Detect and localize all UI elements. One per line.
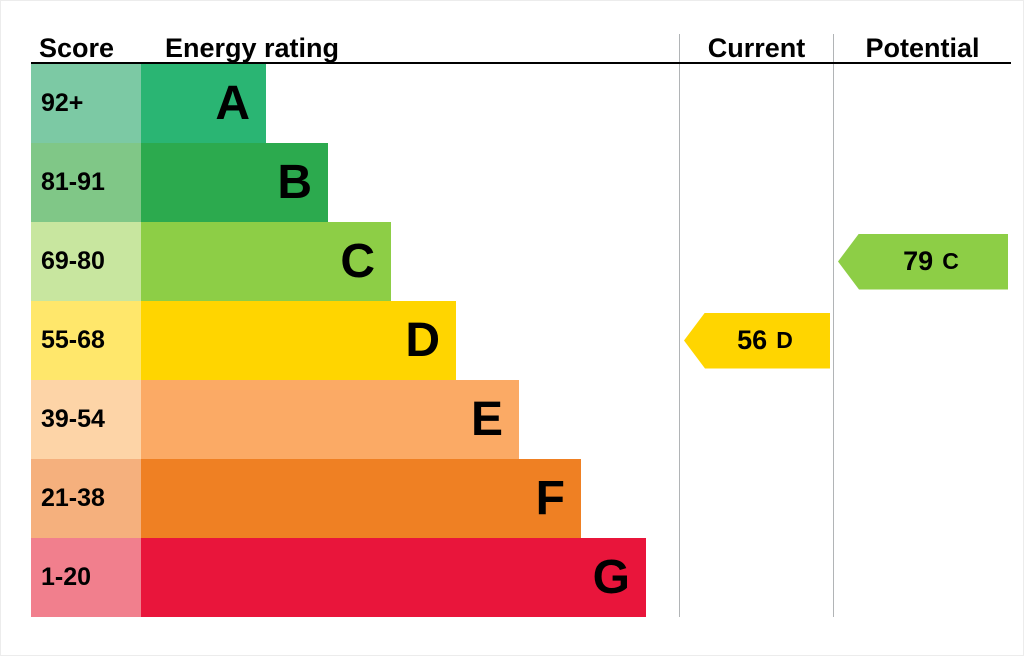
potential-cell: 79 C: [833, 222, 1011, 301]
current-rating-letter: D: [776, 327, 793, 353]
current-cell: [679, 459, 833, 538]
rating-bar-area: A: [141, 64, 679, 143]
current-cell: [679, 64, 833, 143]
band-letter: D: [405, 313, 440, 367]
score-range-label: 1-20: [31, 538, 141, 617]
band-row-c: 69-80 C 79 C: [31, 222, 1011, 301]
potential-rating-arrow: 79 C: [838, 233, 1008, 290]
band-row-e: 39-54 E: [31, 380, 1011, 459]
band-letter: B: [277, 155, 312, 209]
potential-column-header: Potential: [833, 34, 1011, 62]
score-range-label: 21-38: [31, 459, 141, 538]
score-column-header: Score: [39, 33, 115, 63]
rating-bar-area: B: [141, 143, 679, 222]
score-range-label: 39-54: [31, 380, 141, 459]
current-score-value: 56: [737, 325, 768, 355]
rating-bar-area: D: [141, 301, 679, 380]
energy-rating-column-header: Energy rating: [165, 33, 340, 63]
rating-bar-g: G: [141, 538, 646, 617]
rating-bar-d: D: [141, 301, 456, 380]
rating-bar-area: E: [141, 380, 679, 459]
current-cell: 56 D: [679, 301, 833, 380]
potential-rating-letter: C: [942, 248, 959, 274]
rating-bar-b: B: [141, 143, 328, 222]
band-row-g: 1-20 G: [31, 538, 1011, 617]
rating-bar-area: G: [141, 538, 679, 617]
rating-bar-a: A: [141, 64, 266, 143]
score-range-label: 55-68: [31, 301, 141, 380]
band-letter: E: [470, 392, 503, 446]
band-letter: F: [535, 471, 565, 525]
score-range-label: 92+: [31, 64, 141, 143]
potential-cell: [833, 459, 1011, 538]
rating-bar-area: F: [141, 459, 679, 538]
band-row-f: 21-38 F: [31, 459, 1011, 538]
band-letter: A: [215, 76, 250, 130]
potential-cell: [833, 380, 1011, 459]
score-range-label: 69-80: [31, 222, 141, 301]
potential-cell: [833, 64, 1011, 143]
current-cell: [679, 143, 833, 222]
current-cell: [679, 380, 833, 459]
potential-cell: [833, 143, 1011, 222]
potential-score-value: 79: [903, 246, 934, 276]
rating-bar-f: F: [141, 459, 581, 538]
current-cell: [679, 222, 833, 301]
current-cell: [679, 538, 833, 617]
score-range-label: 81-91: [31, 143, 141, 222]
band-row-d: 55-68 D 56 D: [31, 301, 1011, 380]
current-rating-arrow: 56 D: [684, 312, 830, 369]
chart-header-row: Score Energy rating Current Potential: [31, 34, 1011, 64]
band-row-a: 92+ A: [31, 64, 1011, 143]
potential-cell: [833, 538, 1011, 617]
potential-cell: [833, 301, 1011, 380]
rating-bar-c: C: [141, 222, 391, 301]
rating-bar-area: C: [141, 222, 679, 301]
band-letter: C: [340, 234, 375, 288]
band-row-b: 81-91 B: [31, 143, 1011, 222]
current-column-header: Current: [679, 34, 833, 62]
rating-bar-e: E: [141, 380, 519, 459]
chart-area: Score Energy rating Current Potential 92…: [31, 34, 1011, 617]
band-letter: G: [592, 550, 630, 604]
